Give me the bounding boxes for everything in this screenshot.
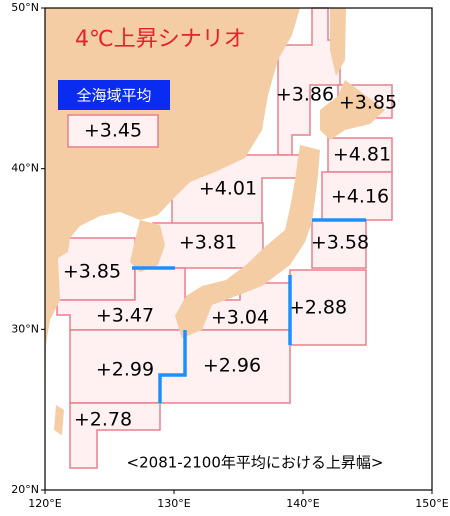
region-value: +3.85: [63, 261, 121, 283]
sakhalin: [330, 8, 346, 76]
region-value: +2.78: [74, 409, 132, 431]
boundary: [132, 218, 366, 403]
region-value: +2.96: [203, 355, 261, 377]
region-value: +3.47: [96, 305, 154, 327]
region-value: +3.04: [211, 307, 269, 329]
footer: <2081-2100年平均における上昇幅>: [127, 454, 384, 472]
hokkaido: [320, 80, 385, 140]
legend-box: [58, 80, 170, 110]
x-tick-label: 150°E: [415, 497, 448, 510]
average-box: [67, 114, 159, 148]
y-tick-label: 40°N: [11, 162, 39, 175]
y-tick-label: 50°N: [11, 1, 39, 14]
region-value: +2.99: [96, 359, 154, 381]
region-value: +4.81: [333, 144, 391, 166]
average-value: +3.45: [84, 120, 142, 142]
title: 4℃上昇シナリオ: [75, 27, 246, 52]
y-tick-label: 30°N: [11, 322, 39, 335]
honshu: [175, 145, 320, 338]
korea: [130, 220, 165, 272]
region-value: +4.16: [331, 186, 389, 208]
legend-label: 全海域平均: [76, 87, 151, 105]
region-value: +3.85: [339, 92, 397, 114]
region: [321, 171, 393, 221]
region-value: +3.86: [276, 84, 334, 106]
x-tick-label: 140°E: [286, 497, 319, 510]
region-value: +2.88: [289, 297, 347, 319]
x-tick-label: 130°E: [157, 497, 190, 510]
frame: [44, 7, 433, 491]
y-tick-label: 20°N: [11, 483, 39, 496]
region-value: +3.81: [179, 232, 237, 254]
region-value: +4.01: [199, 178, 257, 200]
taiwan: [54, 405, 64, 435]
region-value: +3.58: [311, 232, 369, 254]
x-tick-label: 120°E: [28, 497, 61, 510]
